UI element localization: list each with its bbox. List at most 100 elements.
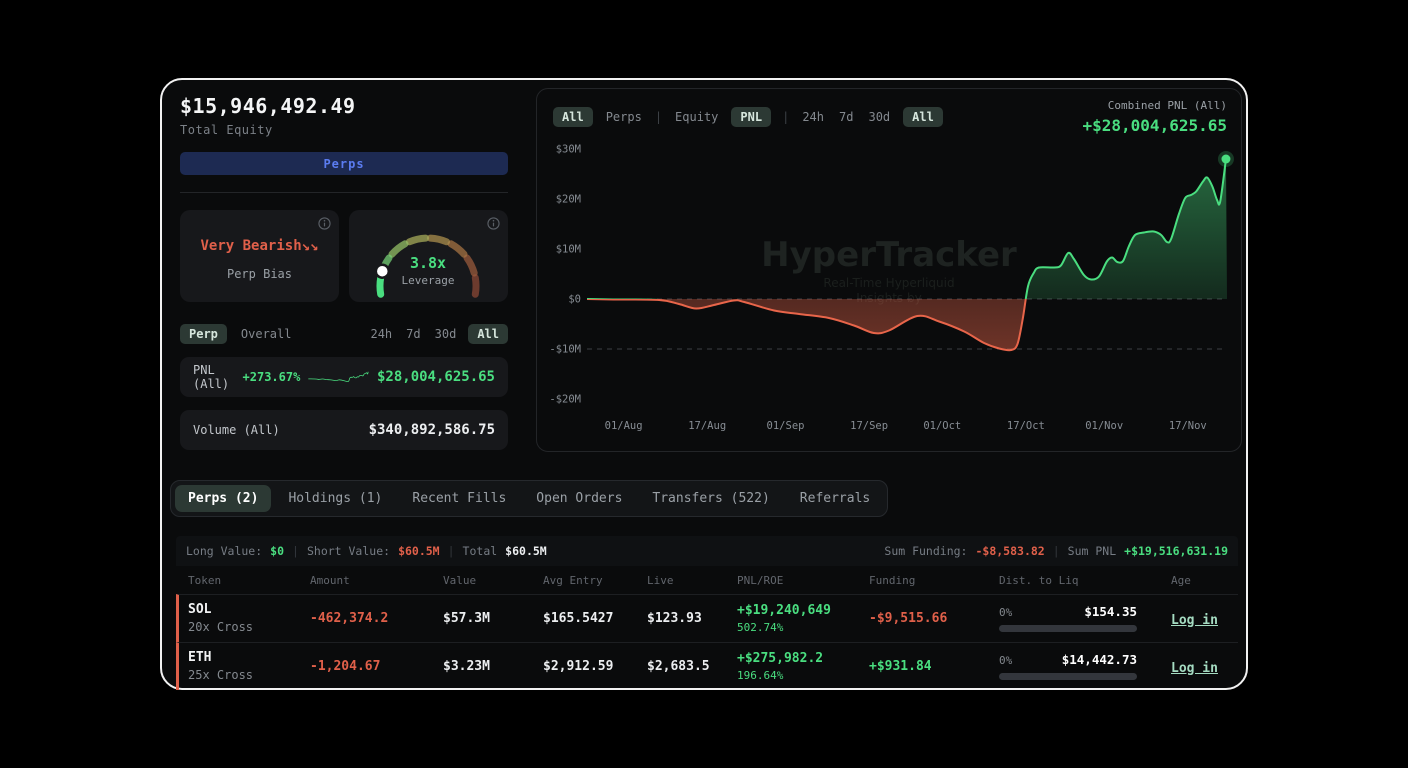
- age-cell: Log in: [1171, 609, 1238, 628]
- chart-filter-all[interactable]: All: [903, 107, 943, 127]
- token-leverage: 25x Cross: [188, 668, 254, 682]
- range-tab-7d[interactable]: 7d: [406, 327, 421, 341]
- chart-filter-all[interactable]: All: [553, 107, 593, 127]
- separator: |: [292, 544, 299, 558]
- pnl-all-value: $28,004,625.65: [376, 369, 495, 385]
- live-cell: $2,683.5: [647, 658, 710, 674]
- tab-holdings-1[interactable]: Holdings (1): [288, 491, 383, 506]
- login-link[interactable]: Log in: [1171, 612, 1218, 628]
- avg-entry-cell: $165.5427: [543, 610, 614, 626]
- scope-tab-perp[interactable]: Perp: [180, 324, 227, 344]
- total-equity-label: Total Equity: [180, 123, 273, 137]
- leverage-value: 3.8x: [410, 254, 446, 272]
- short-value: $60.5M: [398, 544, 440, 558]
- chart-filter-7d[interactable]: 7d: [839, 110, 854, 124]
- leverage-card: 3.8x Leverage: [349, 210, 508, 302]
- leverage-knob: [374, 263, 391, 279]
- pnl-all-card: PNL (All) +273.67% $28,004,625.65: [180, 357, 508, 397]
- column-header-avg-entry: Avg Entry: [543, 574, 603, 587]
- column-header-age: Age: [1171, 574, 1191, 587]
- sum-funding-label: Sum Funding:: [884, 544, 968, 558]
- tab-open-orders[interactable]: Open Orders: [536, 491, 623, 506]
- x-axis-tick: 17/Sep: [850, 420, 888, 432]
- x-axis-tick: 01/Sep: [767, 420, 805, 432]
- x-axis-tick: 17/Oct: [1007, 420, 1045, 432]
- login-link[interactable]: Log in: [1171, 660, 1218, 676]
- pnl-chart[interactable]: $30M $20M $10M $0 -$10M -$20M 01/Aug 17/Aug 01/S…: [537, 133, 1239, 451]
- x-axis-tick: 01/Nov: [1085, 420, 1123, 432]
- info-icon[interactable]: [487, 217, 500, 230]
- chart-panel: All Perps | Equity PNL | 24h 7d 30d All Combined …: [536, 88, 1242, 452]
- combined-pnl: Combined PNL (All) +$28,004,625.65: [1083, 99, 1228, 135]
- tab-perps-2[interactable]: Perps (2): [175, 485, 272, 512]
- token-cell: SOL 20x Cross: [188, 602, 310, 634]
- pnl-value: +$19,240,649: [737, 602, 831, 618]
- tab-referrals[interactable]: Referrals: [799, 491, 871, 506]
- pnl-line-negative: [586, 299, 1027, 352]
- chart-filter-30d[interactable]: 30d: [868, 110, 891, 124]
- chart-filter-24h[interactable]: 24h: [802, 110, 825, 124]
- age-cell: Log in: [1171, 657, 1238, 676]
- tab-recent-fills[interactable]: Recent Fills: [412, 491, 507, 506]
- filter-separator: |: [782, 110, 790, 124]
- filter-separator: |: [654, 110, 663, 124]
- column-header-value: Value: [443, 574, 477, 587]
- position-row-sol[interactable]: SOL 20x Cross -462,374.2 $57.3M $165.5427 $12…: [176, 594, 1238, 642]
- total-value-label: Total: [462, 544, 498, 558]
- liq-percent: 0%: [999, 606, 1013, 619]
- amount-cell: -1,204.67: [310, 658, 381, 674]
- liq-progress-bar: [999, 625, 1137, 632]
- leverage-gauge-icon: 3.8x Leverage: [374, 234, 480, 298]
- position-row-eth[interactable]: ETH 25x Cross -1,204.67 $3.23M $2,912.59 $2,6…: [176, 642, 1238, 690]
- perps-button[interactable]: Perps: [180, 152, 508, 175]
- chart-filter-perps[interactable]: Perps: [605, 110, 642, 124]
- range-tab-30d[interactable]: 30d: [434, 327, 457, 341]
- dist-to-liq-cell: 0% $14,442.73: [999, 652, 1171, 680]
- x-axis-tick: 17/Nov: [1169, 420, 1207, 432]
- pnl-roe-cell: +$275,982.2 196.64%: [737, 651, 869, 682]
- range-tab-all[interactable]: All: [468, 324, 508, 344]
- volume-all-value: $340,892,586.75: [368, 422, 495, 438]
- long-value-label: Long Value:: [186, 544, 263, 558]
- y-axis-tick: $30M: [556, 144, 581, 156]
- liq-percent: 0%: [999, 654, 1013, 667]
- tab-transfers-522[interactable]: Transfers (522): [652, 491, 770, 506]
- chart-filter-bar: All Perps | Equity PNL | 24h 7d 30d All: [553, 99, 943, 135]
- total-value: $60.5M: [505, 544, 547, 558]
- bias-leverage-row: Very Bearish↘↘ Perp Bias 3.8x Leverage: [180, 210, 508, 302]
- x-axis-tick: 17/Aug: [688, 420, 726, 432]
- liq-value: $14,442.73: [1061, 652, 1137, 667]
- pnl-area-positive: [587, 159, 1227, 299]
- value-cell: $57.3M: [443, 610, 490, 626]
- funding-cell: +$931.84: [869, 658, 932, 674]
- sum-funding-value: -$8,583.82: [975, 544, 1045, 558]
- perp-bias-card: Very Bearish↘↘ Perp Bias: [180, 210, 339, 302]
- divider: [180, 192, 508, 193]
- chart-filter-equity[interactable]: Equity: [675, 110, 719, 124]
- token-leverage: 20x Cross: [188, 620, 254, 634]
- left-panel: $15,946,492.49 Total Equity Perps Very B…: [180, 94, 508, 450]
- info-icon[interactable]: [318, 217, 331, 230]
- positions-summary-right: Sum Funding: -$8,583.82 | Sum PNL +$19,5…: [884, 544, 1228, 558]
- pnl-sparkline-icon: [308, 371, 369, 382]
- scope-tab-overall[interactable]: Overall: [240, 327, 292, 341]
- roe-value: 196.64%: [737, 668, 784, 682]
- column-header-live: Live: [647, 574, 674, 587]
- chart-filter-pnl[interactable]: PNL: [731, 107, 772, 127]
- long-value: $0: [270, 544, 285, 558]
- column-header-pnl-roe: PNL/ROE: [737, 574, 784, 587]
- roe-value: 502.74%: [737, 620, 784, 634]
- dist-to-liq-cell: 0% $154.35: [999, 604, 1171, 632]
- perp-bias-value: Very Bearish↘↘: [200, 238, 319, 254]
- liq-progress-bar: [999, 673, 1137, 680]
- liq-value: $154.35: [1084, 604, 1137, 619]
- pnl-roe-cell: +$19,240,649 502.74%: [737, 603, 869, 634]
- column-header-funding: Funding: [869, 574, 916, 587]
- positions-summary-left: Long Value: $0 | Short Value: $60.5M | T…: [186, 544, 547, 558]
- sum-pnl-value: +$19,516,631.19: [1124, 544, 1228, 558]
- column-header-amount: Amount: [310, 574, 350, 587]
- range-tab-24h[interactable]: 24h: [370, 327, 393, 341]
- leverage-label: Leverage: [402, 274, 455, 287]
- column-header-dist-to-liq: Dist. to Liq: [999, 574, 1079, 587]
